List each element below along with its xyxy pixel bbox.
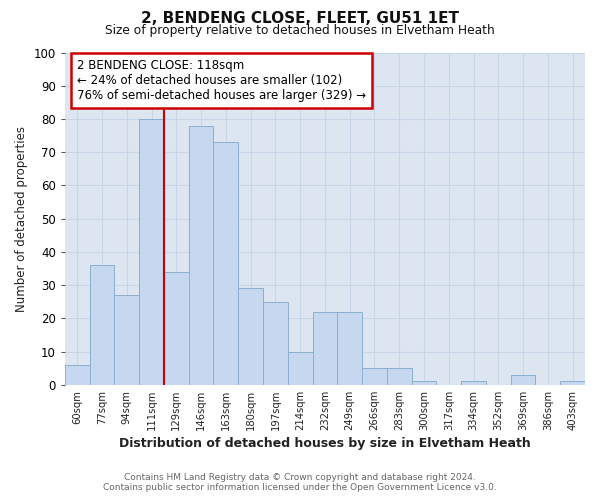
Bar — [214, 142, 238, 385]
Text: Size of property relative to detached houses in Elvetham Heath: Size of property relative to detached ho… — [105, 24, 495, 37]
Bar — [387, 368, 412, 385]
Bar — [65, 365, 89, 385]
Bar — [164, 272, 188, 385]
Bar — [461, 382, 486, 385]
Y-axis label: Number of detached properties: Number of detached properties — [15, 126, 28, 312]
Bar — [89, 265, 115, 385]
Bar — [188, 126, 214, 385]
Text: 2, BENDENG CLOSE, FLEET, GU51 1ET: 2, BENDENG CLOSE, FLEET, GU51 1ET — [141, 11, 459, 26]
Bar — [288, 352, 313, 385]
Bar — [139, 119, 164, 385]
Bar — [238, 288, 263, 385]
Bar — [115, 295, 139, 385]
X-axis label: Distribution of detached houses by size in Elvetham Heath: Distribution of detached houses by size … — [119, 437, 531, 450]
Bar — [313, 312, 337, 385]
Bar — [511, 375, 535, 385]
Bar — [560, 382, 585, 385]
Bar — [337, 312, 362, 385]
Text: Contains HM Land Registry data © Crown copyright and database right 2024.
Contai: Contains HM Land Registry data © Crown c… — [103, 473, 497, 492]
Bar — [263, 302, 288, 385]
Bar — [362, 368, 387, 385]
Bar — [412, 382, 436, 385]
Text: 2 BENDENG CLOSE: 118sqm
← 24% of detached houses are smaller (102)
76% of semi-d: 2 BENDENG CLOSE: 118sqm ← 24% of detache… — [77, 59, 367, 102]
